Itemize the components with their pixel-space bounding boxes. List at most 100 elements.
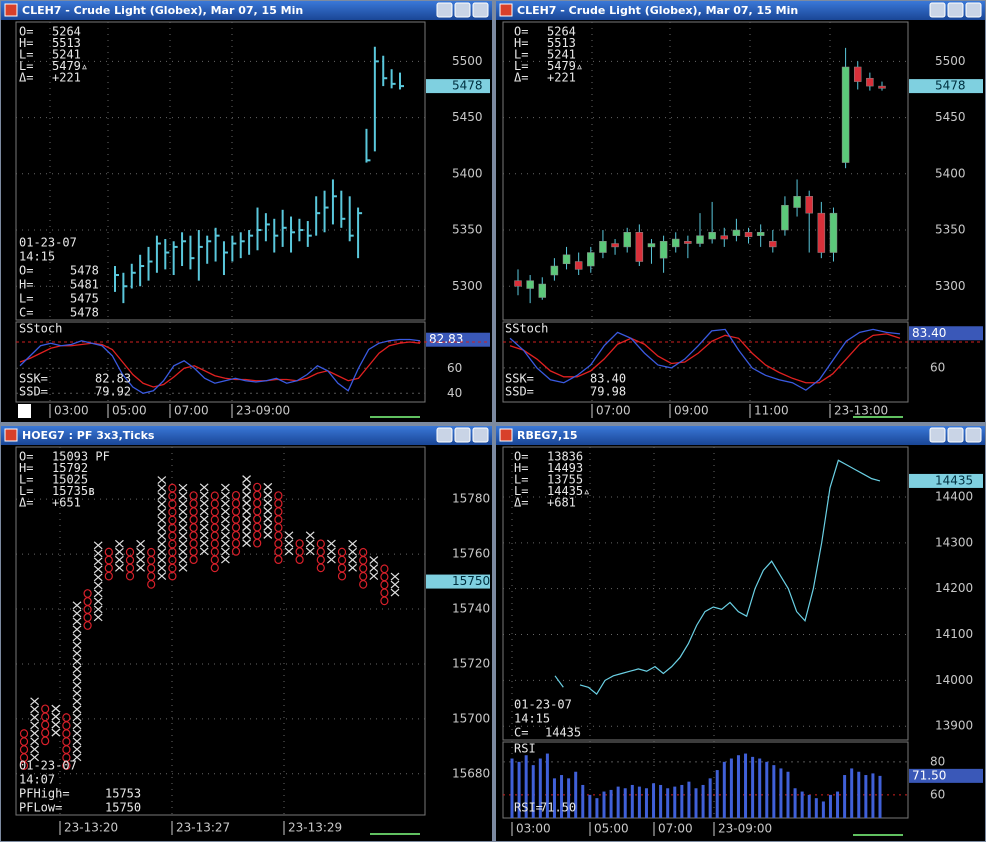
- indicator-box: [426, 332, 490, 347]
- window-title: CLEH7 - Crude Light (Globex), Mar 07, 15…: [517, 4, 798, 17]
- cursor-label: C=: [19, 306, 33, 320]
- app-icon: [499, 428, 513, 442]
- rsi-bar: [581, 784, 585, 818]
- info-value: 5479▵: [547, 59, 583, 73]
- rsi-bar: [772, 765, 776, 818]
- candle-body: [841, 66, 850, 163]
- rsi-bar: [864, 775, 868, 818]
- pf-x-column: [284, 531, 294, 556]
- lower-tick-label: 40: [447, 386, 462, 400]
- rsi-bar: [708, 778, 712, 818]
- lower-tick-label: 60: [930, 787, 945, 801]
- candle-body: [866, 77, 874, 87]
- pane-frame: [15, 446, 426, 816]
- candle-body: [829, 212, 838, 253]
- close-button[interactable]: [965, 2, 982, 18]
- rsi-bar: [779, 768, 783, 818]
- candle-body: [793, 196, 801, 208]
- candle-body: [732, 229, 741, 236]
- y-tick-label: 14400: [935, 489, 973, 503]
- maximize-button[interactable]: [454, 427, 471, 443]
- candle-body: [550, 265, 559, 276]
- pf-o-column: [125, 547, 135, 581]
- candle-body: [659, 241, 668, 259]
- candle-body: [769, 241, 777, 248]
- pf-x-column: [221, 483, 230, 564]
- info-value: 14493: [547, 461, 583, 475]
- pf-x-column: [369, 556, 379, 581]
- minimize-button[interactable]: [929, 427, 946, 443]
- indicator-name: SStoch: [19, 322, 62, 336]
- rsi-bar: [673, 786, 677, 818]
- maximize-button[interactable]: [947, 427, 964, 443]
- minimize-button[interactable]: [929, 2, 946, 18]
- minimize-button[interactable]: [436, 427, 453, 443]
- window-title: RBEG7,15: [517, 429, 578, 442]
- candle-body: [623, 232, 631, 248]
- scroll-thumb[interactable]: [18, 404, 31, 418]
- y-tick-label: 15720: [452, 656, 490, 670]
- app-icon: [499, 3, 513, 17]
- cursor-label: O=: [19, 264, 33, 278]
- rsi-bar: [821, 801, 825, 818]
- info-value: 15735ʙ: [52, 484, 95, 498]
- time-label: 23-09:00: [236, 404, 290, 418]
- last-price-label: 5478: [935, 79, 966, 93]
- rsi-bar: [609, 789, 613, 818]
- info-value: +221: [547, 71, 576, 85]
- close-button[interactable]: [472, 427, 489, 443]
- pf-o-column: [19, 729, 29, 770]
- pf-o-column: [316, 539, 325, 573]
- rsi-bar: [602, 791, 606, 818]
- readout-value: 71.50: [540, 801, 576, 815]
- y-tick-label: 5450: [452, 110, 483, 124]
- info-value: 15025: [52, 473, 88, 487]
- indicator-last: 83.40: [912, 326, 946, 340]
- ssk-line: [19, 338, 421, 394]
- info-value: 15093 PF: [52, 450, 110, 464]
- y-tick-label: 14200: [935, 581, 973, 595]
- maximize-button[interactable]: [947, 2, 964, 18]
- cursor-label: PFLow=: [19, 801, 62, 815]
- time-label: 07:00: [658, 822, 693, 836]
- pf-o-column: [380, 564, 389, 606]
- candle-body: [708, 232, 716, 240]
- info-value: 14435▵: [547, 484, 590, 498]
- maximize-button[interactable]: [454, 2, 471, 18]
- lower-tick-label: 60: [447, 361, 462, 375]
- y-tick-label: 5350: [935, 223, 966, 237]
- candle-body: [538, 283, 547, 298]
- close-button[interactable]: [472, 2, 489, 18]
- rsi-bar: [644, 788, 648, 818]
- cursor-label: C=: [514, 726, 528, 740]
- info-label: L=: [19, 48, 33, 62]
- window-title: HOEG7 : PF 3x3,Ticks: [22, 429, 155, 442]
- rsi-bar: [538, 758, 542, 818]
- time-label: 03:00: [516, 822, 551, 836]
- minimize-button[interactable]: [436, 2, 453, 18]
- pf-o-column: [147, 547, 156, 589]
- pf-o-column: [168, 483, 177, 581]
- time-label: 23-13:27: [176, 821, 230, 835]
- rsi-bar: [850, 768, 854, 818]
- rsi-bar: [722, 761, 726, 818]
- pf-o-column: [210, 491, 219, 573]
- rsi-bar: [659, 784, 663, 818]
- rsi-bar: [616, 786, 620, 818]
- pf-o-column: [189, 491, 198, 564]
- info-label: Δ=: [19, 71, 33, 85]
- readout-label: SSK=: [505, 372, 534, 386]
- pf-o-column: [359, 547, 368, 589]
- y-tick-label: 15700: [452, 711, 490, 725]
- rsi-bar: [524, 755, 528, 818]
- info-value: 5513: [52, 36, 81, 50]
- close-button[interactable]: [965, 427, 982, 443]
- pf-o-column: [62, 713, 71, 770]
- pane-frame: [502, 321, 909, 403]
- pane-frame: [502, 741, 909, 819]
- rsi-bar: [574, 771, 578, 818]
- info-value: 5264: [547, 25, 576, 39]
- rsi-bar: [652, 783, 656, 818]
- candle-body: [599, 241, 607, 253]
